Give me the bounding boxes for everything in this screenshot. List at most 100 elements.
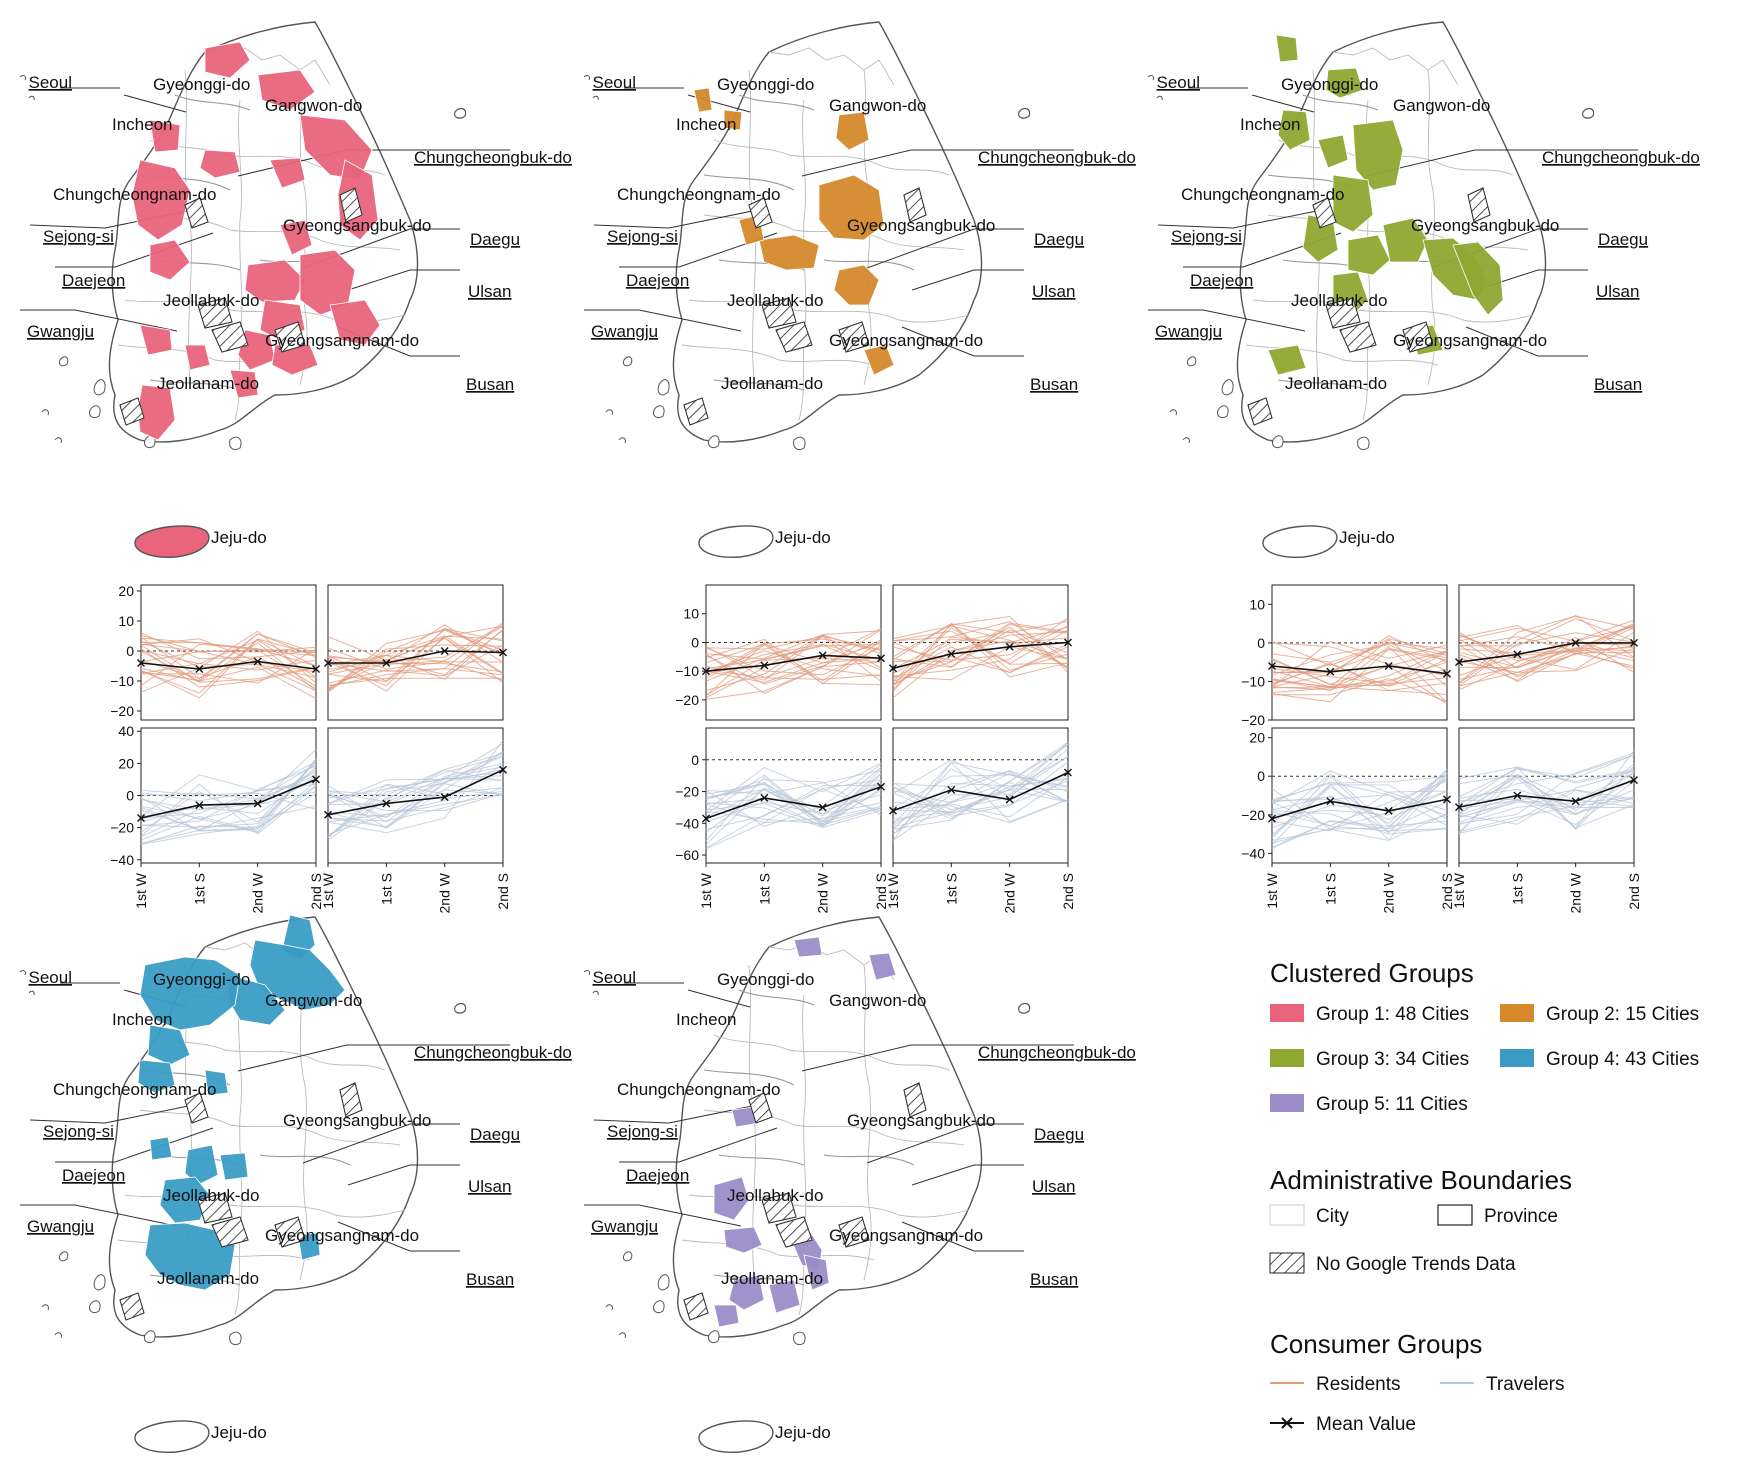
- travelers-city-line: [892, 772, 1069, 804]
- mean-marker: [702, 814, 710, 823]
- map-label-jeonnam: Jeollanam-do: [157, 374, 259, 393]
- legend-label-mean: Mean Value: [1316, 1414, 1416, 1435]
- residents-city-line: [892, 630, 1069, 665]
- legend-swatch-city: [1269, 1204, 1305, 1226]
- mean-marker: [760, 793, 769, 802]
- map-label-seoul: Seoul: [593, 968, 636, 987]
- travelers-city-line: [892, 744, 1069, 830]
- jeju-shape: [1262, 525, 1338, 559]
- no-data-hatch-regions: [119, 187, 363, 426]
- mean-marker: [1513, 791, 1522, 800]
- residents-city-line: [327, 644, 504, 684]
- y-tick-label: 10: [1249, 596, 1265, 612]
- mean-marker: [499, 765, 507, 774]
- map-label-seoul: Seoul: [29, 73, 72, 92]
- map-label-jeonnam: Jeollanam-do: [1285, 374, 1387, 393]
- legend-label-group-4: Group 4: 43 Cities: [1546, 1049, 1699, 1070]
- cluster-city-region: [1382, 217, 1429, 263]
- x-tick-label: 1st W: [1451, 872, 1467, 909]
- map-label-sejong: Sejong-si: [607, 1122, 678, 1141]
- travelers-city-line: [140, 789, 317, 810]
- y-tick-label: 0: [691, 752, 699, 768]
- map-label-gyeonggi: Gyeonggi-do: [717, 970, 814, 989]
- residents-city-line: [327, 677, 503, 686]
- travelers-city-line: [327, 775, 504, 838]
- residents-city-line: [1458, 619, 1635, 669]
- map-label-gangwon: Gangwon-do: [265, 991, 362, 1010]
- travelers-city-line: [892, 743, 1069, 795]
- map-label-jeonnam: Jeollanam-do: [157, 1269, 259, 1288]
- y-tick-label: 20: [118, 583, 134, 599]
- mean-marker: [1326, 667, 1335, 676]
- map-label-gyeongnam: Gyeongsangnam-do: [829, 1226, 983, 1245]
- map-label-chungbuk: Chungcheongbuk-do: [978, 1043, 1136, 1062]
- y-tick-label: −10: [675, 663, 699, 679]
- cluster-city-region: [835, 111, 870, 151]
- x-tick-label: 1st W: [885, 872, 901, 909]
- legend-clustered-title: Clustered Groups: [1270, 958, 1474, 988]
- mean-marker: [253, 799, 262, 808]
- x-tick-label: 2nd W: [1568, 872, 1584, 913]
- map-label-chungnam: Chungcheongnam-do: [53, 185, 217, 204]
- cluster-city-region: [199, 149, 241, 179]
- mean-marker: [382, 799, 391, 808]
- mean-marker: [760, 661, 769, 670]
- travelers-city-line: [327, 783, 504, 829]
- travelers-city-line: [1271, 801, 1448, 850]
- map-label-chungnam: Chungcheongnam-do: [1181, 185, 1345, 204]
- mean-marker: [1268, 662, 1276, 670]
- travelers-city-line: [705, 788, 882, 833]
- jeju-shape: [698, 1420, 774, 1454]
- legend-admin-title: Administrative Boundaries: [1270, 1165, 1572, 1195]
- y-tick-label: 0: [1257, 768, 1265, 784]
- map-panel-group-5: Seoul Incheon Gyeonggi-do Gangwon-do Chungch…: [583, 916, 1136, 1454]
- x-tick-label: 1st W: [320, 872, 336, 909]
- map-label-incheon: Incheon: [676, 115, 737, 134]
- cluster-city-region: [149, 119, 181, 153]
- residents-city-line: [1458, 644, 1635, 683]
- legend-label-group-3: Group 3: 34 Cities: [1316, 1049, 1469, 1070]
- residents-city-line: [1271, 644, 1448, 676]
- residents-city-line: [705, 627, 882, 696]
- cluster-city-region: [713, 1304, 740, 1328]
- mean-marker: [1571, 797, 1580, 806]
- x-tick-label: 1st W: [133, 872, 149, 909]
- cluster-city-region: [1267, 344, 1307, 376]
- map-label-gyeongbuk: Gyeongsangbuk-do: [847, 1111, 995, 1130]
- map-label-jeonnam: Jeollanam-do: [721, 374, 823, 393]
- travelers-city-line: [892, 774, 1069, 809]
- residents-city-line: [1458, 624, 1635, 655]
- mean-marker: [195, 801, 204, 810]
- cluster-city-region: [137, 1059, 176, 1094]
- map-label-daegu: Daegu: [1034, 1125, 1084, 1144]
- map-label-jeonbuk: Jeollabuk-do: [163, 291, 259, 310]
- map-label-seoul: Seoul: [29, 968, 72, 987]
- mean-marker: [1005, 795, 1014, 804]
- legend-swatch-province: [1437, 1204, 1473, 1226]
- jeju-shape: [134, 525, 210, 559]
- mean-marker: [1455, 658, 1463, 667]
- jeju-shape: [698, 525, 774, 559]
- residents-city-line: [1272, 678, 1448, 703]
- map-label-gangwon: Gangwon-do: [265, 96, 362, 115]
- residents-city-line: [1458, 647, 1635, 668]
- travelers-city-line: [327, 753, 504, 796]
- y-tick-label: 20: [118, 755, 134, 771]
- map-label-gyeongnam: Gyeongsangnam-do: [265, 331, 419, 350]
- cluster-city-region: [1347, 234, 1391, 276]
- mean-marker: [253, 657, 262, 666]
- map-label-daejeon: Daejeon: [626, 271, 689, 290]
- y-tick-label: 10: [118, 613, 134, 629]
- cluster-city-region: [1275, 34, 1299, 63]
- cluster-city-region: [147, 1024, 191, 1066]
- map-label-jeonnam: Jeollanam-do: [721, 1269, 823, 1288]
- cluster-city-region: [159, 1176, 211, 1224]
- residents-city-line: [705, 646, 882, 676]
- cluster-city-region: [1325, 67, 1364, 99]
- residents-city-line: [705, 629, 882, 700]
- y-tick-label: −20: [675, 784, 699, 800]
- travelers-city-line: [892, 789, 1069, 823]
